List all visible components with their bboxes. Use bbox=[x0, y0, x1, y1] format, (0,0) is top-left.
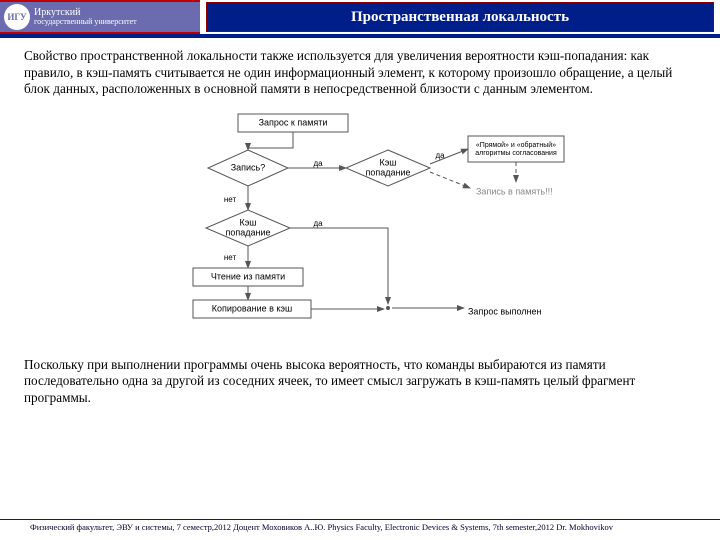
slide-body: Свойство пространственной локальности та… bbox=[0, 38, 720, 406]
footer-text: Физический факультет, ЭВУ и системы, 7 с… bbox=[30, 522, 613, 532]
svg-text:да: да bbox=[313, 219, 323, 228]
flowchart-svg: Запрос к памятиЗапись?Кэшпопадание«Прямо… bbox=[148, 108, 568, 338]
slide-title: Пространственная локальность bbox=[351, 9, 569, 26]
svg-text:попадание: попадание bbox=[225, 227, 270, 237]
slide-title-bar: Пространственная локальность bbox=[206, 2, 714, 32]
university-crest-icon: ИГУ bbox=[4, 4, 30, 30]
svg-text:Запрос выполнен: Запрос выполнен bbox=[468, 306, 541, 316]
university-name-line2: государственный университет bbox=[34, 18, 137, 26]
svg-text:алгоритмы согласования: алгоритмы согласования bbox=[475, 149, 557, 156]
university-logo-strip: ИГУ Иркутский государственный университе… bbox=[0, 0, 200, 34]
university-name: Иркутский государственный университет bbox=[34, 8, 137, 27]
svg-text:Кэш: Кэш bbox=[239, 217, 256, 227]
paragraph-2: Поскольку при выполнении программы очень… bbox=[24, 357, 692, 407]
flowchart-container: Запрос к памятиЗапись?Кэшпопадание«Прямо… bbox=[148, 108, 568, 343]
svg-text:Запрос к памяти: Запрос к памяти bbox=[259, 117, 328, 127]
svg-text:Копирование в кэш: Копирование в кэш bbox=[212, 303, 292, 313]
svg-text:нет: нет bbox=[224, 195, 237, 204]
svg-text:Чтение из памяти: Чтение из памяти bbox=[211, 271, 285, 281]
svg-text:Запись в память!!!: Запись в память!!! bbox=[476, 186, 553, 196]
svg-text:да: да bbox=[313, 159, 323, 168]
svg-text:да: да bbox=[435, 151, 445, 160]
svg-text:попадание: попадание bbox=[365, 167, 410, 177]
slide-footer: Физический факультет, ЭВУ и системы, 7 с… bbox=[0, 519, 720, 540]
svg-text:нет: нет bbox=[224, 253, 237, 262]
svg-text:Кэш: Кэш bbox=[379, 157, 396, 167]
svg-text:Запись?: Запись? bbox=[231, 162, 266, 172]
slide-header: ИГУ Иркутский государственный университе… bbox=[0, 0, 720, 38]
svg-text:«Прямой» и «обратный»: «Прямой» и «обратный» bbox=[476, 140, 556, 148]
paragraph-1: Свойство пространственной локальности та… bbox=[24, 48, 692, 98]
